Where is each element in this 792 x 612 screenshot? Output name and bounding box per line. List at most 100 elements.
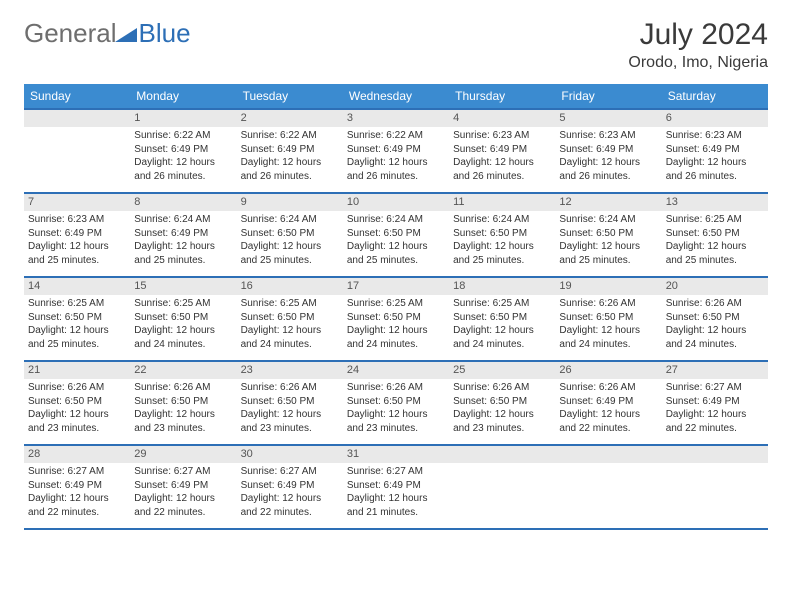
calendar-week-row: 1Sunrise: 6:22 AMSunset: 6:49 PMDaylight… (24, 109, 768, 193)
daylight-text: Daylight: 12 hours and 25 minutes. (28, 240, 126, 267)
daylight-text: Daylight: 12 hours and 25 minutes. (241, 240, 339, 267)
calendar-cell: 27Sunrise: 6:27 AMSunset: 6:49 PMDayligh… (662, 361, 768, 445)
day-body: Sunrise: 6:27 AMSunset: 6:49 PMDaylight:… (662, 379, 768, 439)
sunset-text: Sunset: 6:49 PM (559, 143, 657, 157)
day-body: Sunrise: 6:25 AMSunset: 6:50 PMDaylight:… (662, 211, 768, 271)
day-body: Sunrise: 6:22 AMSunset: 6:49 PMDaylight:… (130, 127, 236, 187)
calendar-body: 1Sunrise: 6:22 AMSunset: 6:49 PMDaylight… (24, 109, 768, 529)
sunset-text: Sunset: 6:50 PM (241, 227, 339, 241)
weekday-row: SundayMondayTuesdayWednesdayThursdayFrid… (24, 84, 768, 109)
sunset-text: Sunset: 6:49 PM (241, 143, 339, 157)
day-number: 3 (343, 110, 449, 127)
daylight-text: Daylight: 12 hours and 23 minutes. (347, 408, 445, 435)
calendar-cell: 30Sunrise: 6:27 AMSunset: 6:49 PMDayligh… (237, 445, 343, 529)
sunrise-text: Sunrise: 6:26 AM (347, 381, 445, 395)
sunrise-text: Sunrise: 6:22 AM (134, 129, 232, 143)
location-label: Orodo, Imo, Nigeria (628, 54, 768, 72)
sunset-text: Sunset: 6:50 PM (241, 395, 339, 409)
day-number (662, 446, 768, 463)
sunrise-text: Sunrise: 6:22 AM (347, 129, 445, 143)
sunset-text: Sunset: 6:49 PM (453, 143, 551, 157)
daylight-text: Daylight: 12 hours and 22 minutes. (559, 408, 657, 435)
day-body: Sunrise: 6:26 AMSunset: 6:50 PMDaylight:… (662, 295, 768, 355)
day-number: 29 (130, 446, 236, 463)
day-body (449, 463, 555, 523)
day-number: 31 (343, 446, 449, 463)
daylight-text: Daylight: 12 hours and 24 minutes. (347, 324, 445, 351)
sunset-text: Sunset: 6:50 PM (453, 311, 551, 325)
day-number: 12 (555, 194, 661, 211)
daylight-text: Daylight: 12 hours and 26 minutes. (559, 156, 657, 183)
sunset-text: Sunset: 6:49 PM (666, 395, 764, 409)
day-body: Sunrise: 6:25 AMSunset: 6:50 PMDaylight:… (449, 295, 555, 355)
sunrise-text: Sunrise: 6:23 AM (28, 213, 126, 227)
calendar-cell: 25Sunrise: 6:26 AMSunset: 6:50 PMDayligh… (449, 361, 555, 445)
sunrise-text: Sunrise: 6:23 AM (453, 129, 551, 143)
sunrise-text: Sunrise: 6:25 AM (241, 297, 339, 311)
sunset-text: Sunset: 6:50 PM (347, 227, 445, 241)
day-body: Sunrise: 6:25 AMSunset: 6:50 PMDaylight:… (24, 295, 130, 355)
calendar-cell: 11Sunrise: 6:24 AMSunset: 6:50 PMDayligh… (449, 193, 555, 277)
calendar-cell-empty (555, 445, 661, 529)
day-body: Sunrise: 6:26 AMSunset: 6:50 PMDaylight:… (237, 379, 343, 439)
daylight-text: Daylight: 12 hours and 24 minutes. (559, 324, 657, 351)
weekday-header: Tuesday (237, 84, 343, 109)
day-body: Sunrise: 6:24 AMSunset: 6:49 PMDaylight:… (130, 211, 236, 271)
sunrise-text: Sunrise: 6:25 AM (347, 297, 445, 311)
logo-text-blue: Blue (139, 18, 191, 49)
day-number: 11 (449, 194, 555, 211)
calendar-cell: 3Sunrise: 6:22 AMSunset: 6:49 PMDaylight… (343, 109, 449, 193)
day-number: 17 (343, 278, 449, 295)
sunrise-text: Sunrise: 6:25 AM (453, 297, 551, 311)
day-number: 25 (449, 362, 555, 379)
calendar-cell: 9Sunrise: 6:24 AMSunset: 6:50 PMDaylight… (237, 193, 343, 277)
day-body: Sunrise: 6:24 AMSunset: 6:50 PMDaylight:… (343, 211, 449, 271)
sunset-text: Sunset: 6:49 PM (28, 227, 126, 241)
day-number: 16 (237, 278, 343, 295)
daylight-text: Daylight: 12 hours and 26 minutes. (241, 156, 339, 183)
sunset-text: Sunset: 6:50 PM (241, 311, 339, 325)
calendar-cell: 14Sunrise: 6:25 AMSunset: 6:50 PMDayligh… (24, 277, 130, 361)
daylight-text: Daylight: 12 hours and 25 minutes. (347, 240, 445, 267)
sunrise-text: Sunrise: 6:26 AM (453, 381, 551, 395)
daylight-text: Daylight: 12 hours and 26 minutes. (666, 156, 764, 183)
day-body: Sunrise: 6:26 AMSunset: 6:50 PMDaylight:… (449, 379, 555, 439)
sunset-text: Sunset: 6:50 PM (28, 395, 126, 409)
day-body: Sunrise: 6:26 AMSunset: 6:49 PMDaylight:… (555, 379, 661, 439)
calendar-cell: 1Sunrise: 6:22 AMSunset: 6:49 PMDaylight… (130, 109, 236, 193)
logo-text-general: General (24, 18, 117, 49)
daylight-text: Daylight: 12 hours and 22 minutes. (134, 492, 232, 519)
day-number: 23 (237, 362, 343, 379)
calendar-cell: 16Sunrise: 6:25 AMSunset: 6:50 PMDayligh… (237, 277, 343, 361)
calendar-cell: 15Sunrise: 6:25 AMSunset: 6:50 PMDayligh… (130, 277, 236, 361)
sunset-text: Sunset: 6:50 PM (347, 311, 445, 325)
day-body: Sunrise: 6:24 AMSunset: 6:50 PMDaylight:… (237, 211, 343, 271)
calendar-cell: 13Sunrise: 6:25 AMSunset: 6:50 PMDayligh… (662, 193, 768, 277)
weekday-header: Thursday (449, 84, 555, 109)
sunrise-text: Sunrise: 6:26 AM (666, 297, 764, 311)
sunrise-text: Sunrise: 6:26 AM (559, 381, 657, 395)
calendar-cell-empty (449, 445, 555, 529)
day-number: 4 (449, 110, 555, 127)
day-number: 27 (662, 362, 768, 379)
daylight-text: Daylight: 12 hours and 24 minutes. (453, 324, 551, 351)
calendar-cell: 21Sunrise: 6:26 AMSunset: 6:50 PMDayligh… (24, 361, 130, 445)
daylight-text: Daylight: 12 hours and 26 minutes. (347, 156, 445, 183)
day-body: Sunrise: 6:23 AMSunset: 6:49 PMDaylight:… (555, 127, 661, 187)
calendar-table: SundayMondayTuesdayWednesdayThursdayFrid… (24, 84, 768, 530)
sunset-text: Sunset: 6:50 PM (453, 227, 551, 241)
daylight-text: Daylight: 12 hours and 25 minutes. (666, 240, 764, 267)
weekday-header: Saturday (662, 84, 768, 109)
month-title: July 2024 (628, 18, 768, 52)
calendar-cell: 18Sunrise: 6:25 AMSunset: 6:50 PMDayligh… (449, 277, 555, 361)
calendar-cell: 24Sunrise: 6:26 AMSunset: 6:50 PMDayligh… (343, 361, 449, 445)
sunset-text: Sunset: 6:49 PM (134, 143, 232, 157)
day-number: 9 (237, 194, 343, 211)
logo: General Blue (24, 18, 191, 49)
day-body: Sunrise: 6:26 AMSunset: 6:50 PMDaylight:… (343, 379, 449, 439)
daylight-text: Daylight: 12 hours and 22 minutes. (241, 492, 339, 519)
daylight-text: Daylight: 12 hours and 26 minutes. (453, 156, 551, 183)
day-body: Sunrise: 6:24 AMSunset: 6:50 PMDaylight:… (449, 211, 555, 271)
weekday-header: Sunday (24, 84, 130, 109)
day-number: 2 (237, 110, 343, 127)
